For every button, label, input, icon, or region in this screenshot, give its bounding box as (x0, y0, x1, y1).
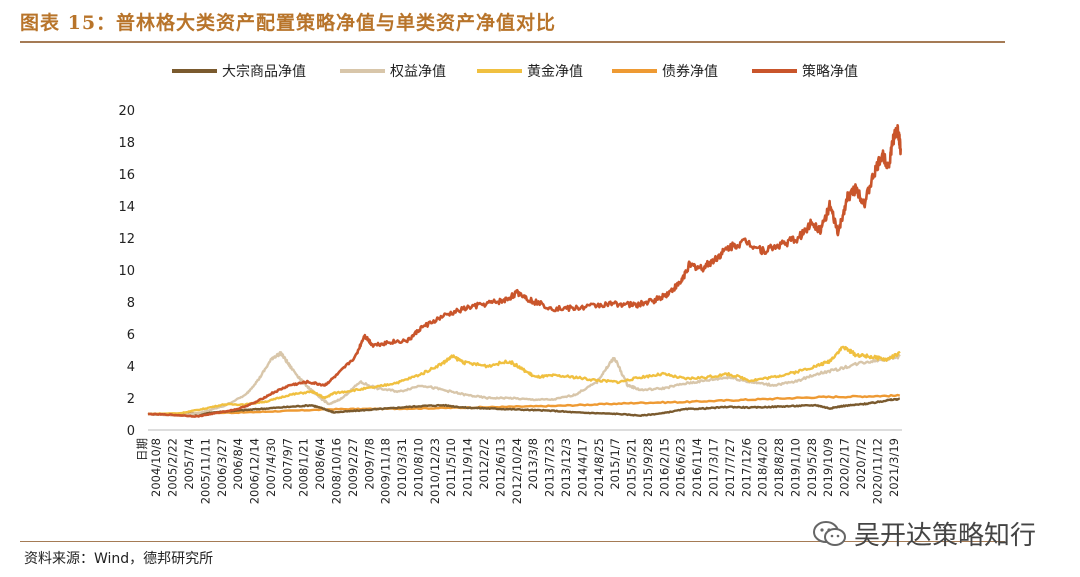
x-tick-label: 2005/7/4 (182, 438, 196, 490)
legend-label-bond: 债券净值 (662, 64, 718, 80)
x-tick-label: 2017/7/27 (723, 438, 737, 497)
legend-label-strategy: 策略净值 (802, 63, 858, 80)
x-tick-label: 2019/1/10 (788, 438, 802, 497)
x-tick-label: 2012/10/24 (510, 438, 524, 504)
x-tick-label: 2012/6/13 (493, 438, 507, 497)
x-tick-label: 2009/7/8 (362, 438, 376, 490)
watermark-text: 吴开达策略知行 (854, 521, 1037, 551)
x-tick-label: 2010/3/31 (395, 438, 409, 497)
x-tick-label: 2009/2/27 (346, 438, 360, 497)
x-tick-label: 2011/9/14 (461, 438, 475, 497)
series-line-equity (147, 351, 901, 418)
x-tick-label: 2019/10/9 (821, 438, 835, 497)
x-tick-label: 2012/2/2 (477, 438, 491, 490)
x-tick-label: 2021/3/19 (887, 438, 901, 497)
x-tick-label: 2015/1/7 (608, 438, 622, 490)
x-tick-label: 2013/12/3 (559, 438, 573, 497)
series-line-strategy (147, 124, 902, 418)
x-tick-label: 2013/3/8 (526, 438, 540, 490)
y-tick-label: 8 (127, 296, 135, 311)
x-tick-label: 2010/12/23 (428, 438, 442, 504)
y-tick-label: 20 (118, 104, 135, 119)
x-tick-label: 2016/2/15 (657, 438, 671, 497)
x-axis: 日期 2004/10/8 2005/2/22 2005/7/4 2005/11/11 20… (135, 429, 902, 504)
y-tick-label: 16 (118, 168, 135, 183)
x-tick-label: 2007/9/7 (280, 438, 294, 490)
x-tick-label: 2016/6/23 (674, 438, 688, 497)
x-tick-label: 2006/3/27 (215, 438, 229, 497)
title-divider (20, 41, 1005, 43)
x-axis-title: 日期 (135, 438, 149, 461)
x-tick-label: 2008/10/16 (330, 438, 344, 504)
x-tick-label: 2006/8/4 (231, 438, 245, 490)
x-tick-label: 2020/11/12 (870, 438, 884, 504)
legend: 大宗商品净值 权益净值 黄金净值 债券净值 策略净值 (172, 63, 858, 80)
x-tick-label: 2008/6/4 (313, 438, 327, 490)
y-tick-label: 0 (127, 424, 135, 439)
x-tick-label: 2017/3/17 (707, 438, 721, 497)
footer-divider (20, 541, 1005, 542)
x-tick-label: 2006/12/14 (248, 438, 262, 504)
x-tick-label: 2015/9/28 (641, 438, 655, 497)
x-tick-label: 2015/5/21 (625, 438, 639, 497)
x-tick-label: 2013/7/23 (543, 438, 557, 497)
x-tick-label: 2005/11/11 (198, 438, 212, 504)
x-tick-label: 2020/2/17 (838, 438, 852, 497)
watermark: 吴开达策略知行 (812, 515, 1036, 552)
x-tick-label: 2014/8/25 (592, 438, 606, 497)
x-tick-label: 2018/4/20 (756, 438, 770, 497)
legend-label-commodity: 大宗商品净值 (222, 64, 306, 80)
y-tick-label: 4 (127, 360, 135, 375)
x-tick-label: 2019/5/28 (805, 438, 819, 497)
x-tick-label: 2010/8/10 (411, 438, 425, 497)
y-tick-label: 2 (127, 392, 135, 407)
x-tick-label: 2004/10/8 (149, 438, 163, 497)
x-tick-label: 2011/5/10 (444, 438, 458, 497)
wechat-icon (813, 520, 846, 546)
y-tick-label: 18 (118, 136, 135, 151)
page-title: 图表 15：普林格大类资产配置策略净值与单类资产净值对比 (20, 12, 557, 34)
legend-label-equity: 权益净值 (390, 64, 446, 80)
x-tick-label: 2014/4/17 (575, 438, 589, 497)
x-tick-label: 2005/2/22 (166, 438, 180, 497)
x-tick-label: 2020/7/2 (854, 438, 868, 490)
y-axis: 0 2 4 6 8 10 12 14 16 18 20 (118, 104, 135, 439)
y-tick-label: 12 (118, 232, 135, 247)
x-tick-label: 2016/11/4 (690, 438, 704, 497)
series-line-commodity (147, 397, 901, 417)
y-tick-label: 14 (118, 200, 135, 215)
x-tick-label: 2009/11/18 (379, 438, 393, 504)
x-tick-label: 2017/12/6 (739, 438, 753, 497)
y-tick-label: 10 (118, 264, 135, 279)
y-tick-label: 6 (127, 328, 135, 343)
series-line-bond (148, 393, 901, 416)
x-tick-label: 2007/4/30 (264, 438, 278, 497)
x-tick-label: 2018/8/28 (772, 438, 786, 497)
legend-label-gold: 黄金净值 (527, 63, 583, 80)
series-group (147, 124, 902, 418)
x-tick-label: 2008/1/21 (297, 438, 311, 497)
source-note: 资料来源：Wind，德邦研究所 (24, 551, 214, 567)
series-line-gold (147, 345, 901, 416)
